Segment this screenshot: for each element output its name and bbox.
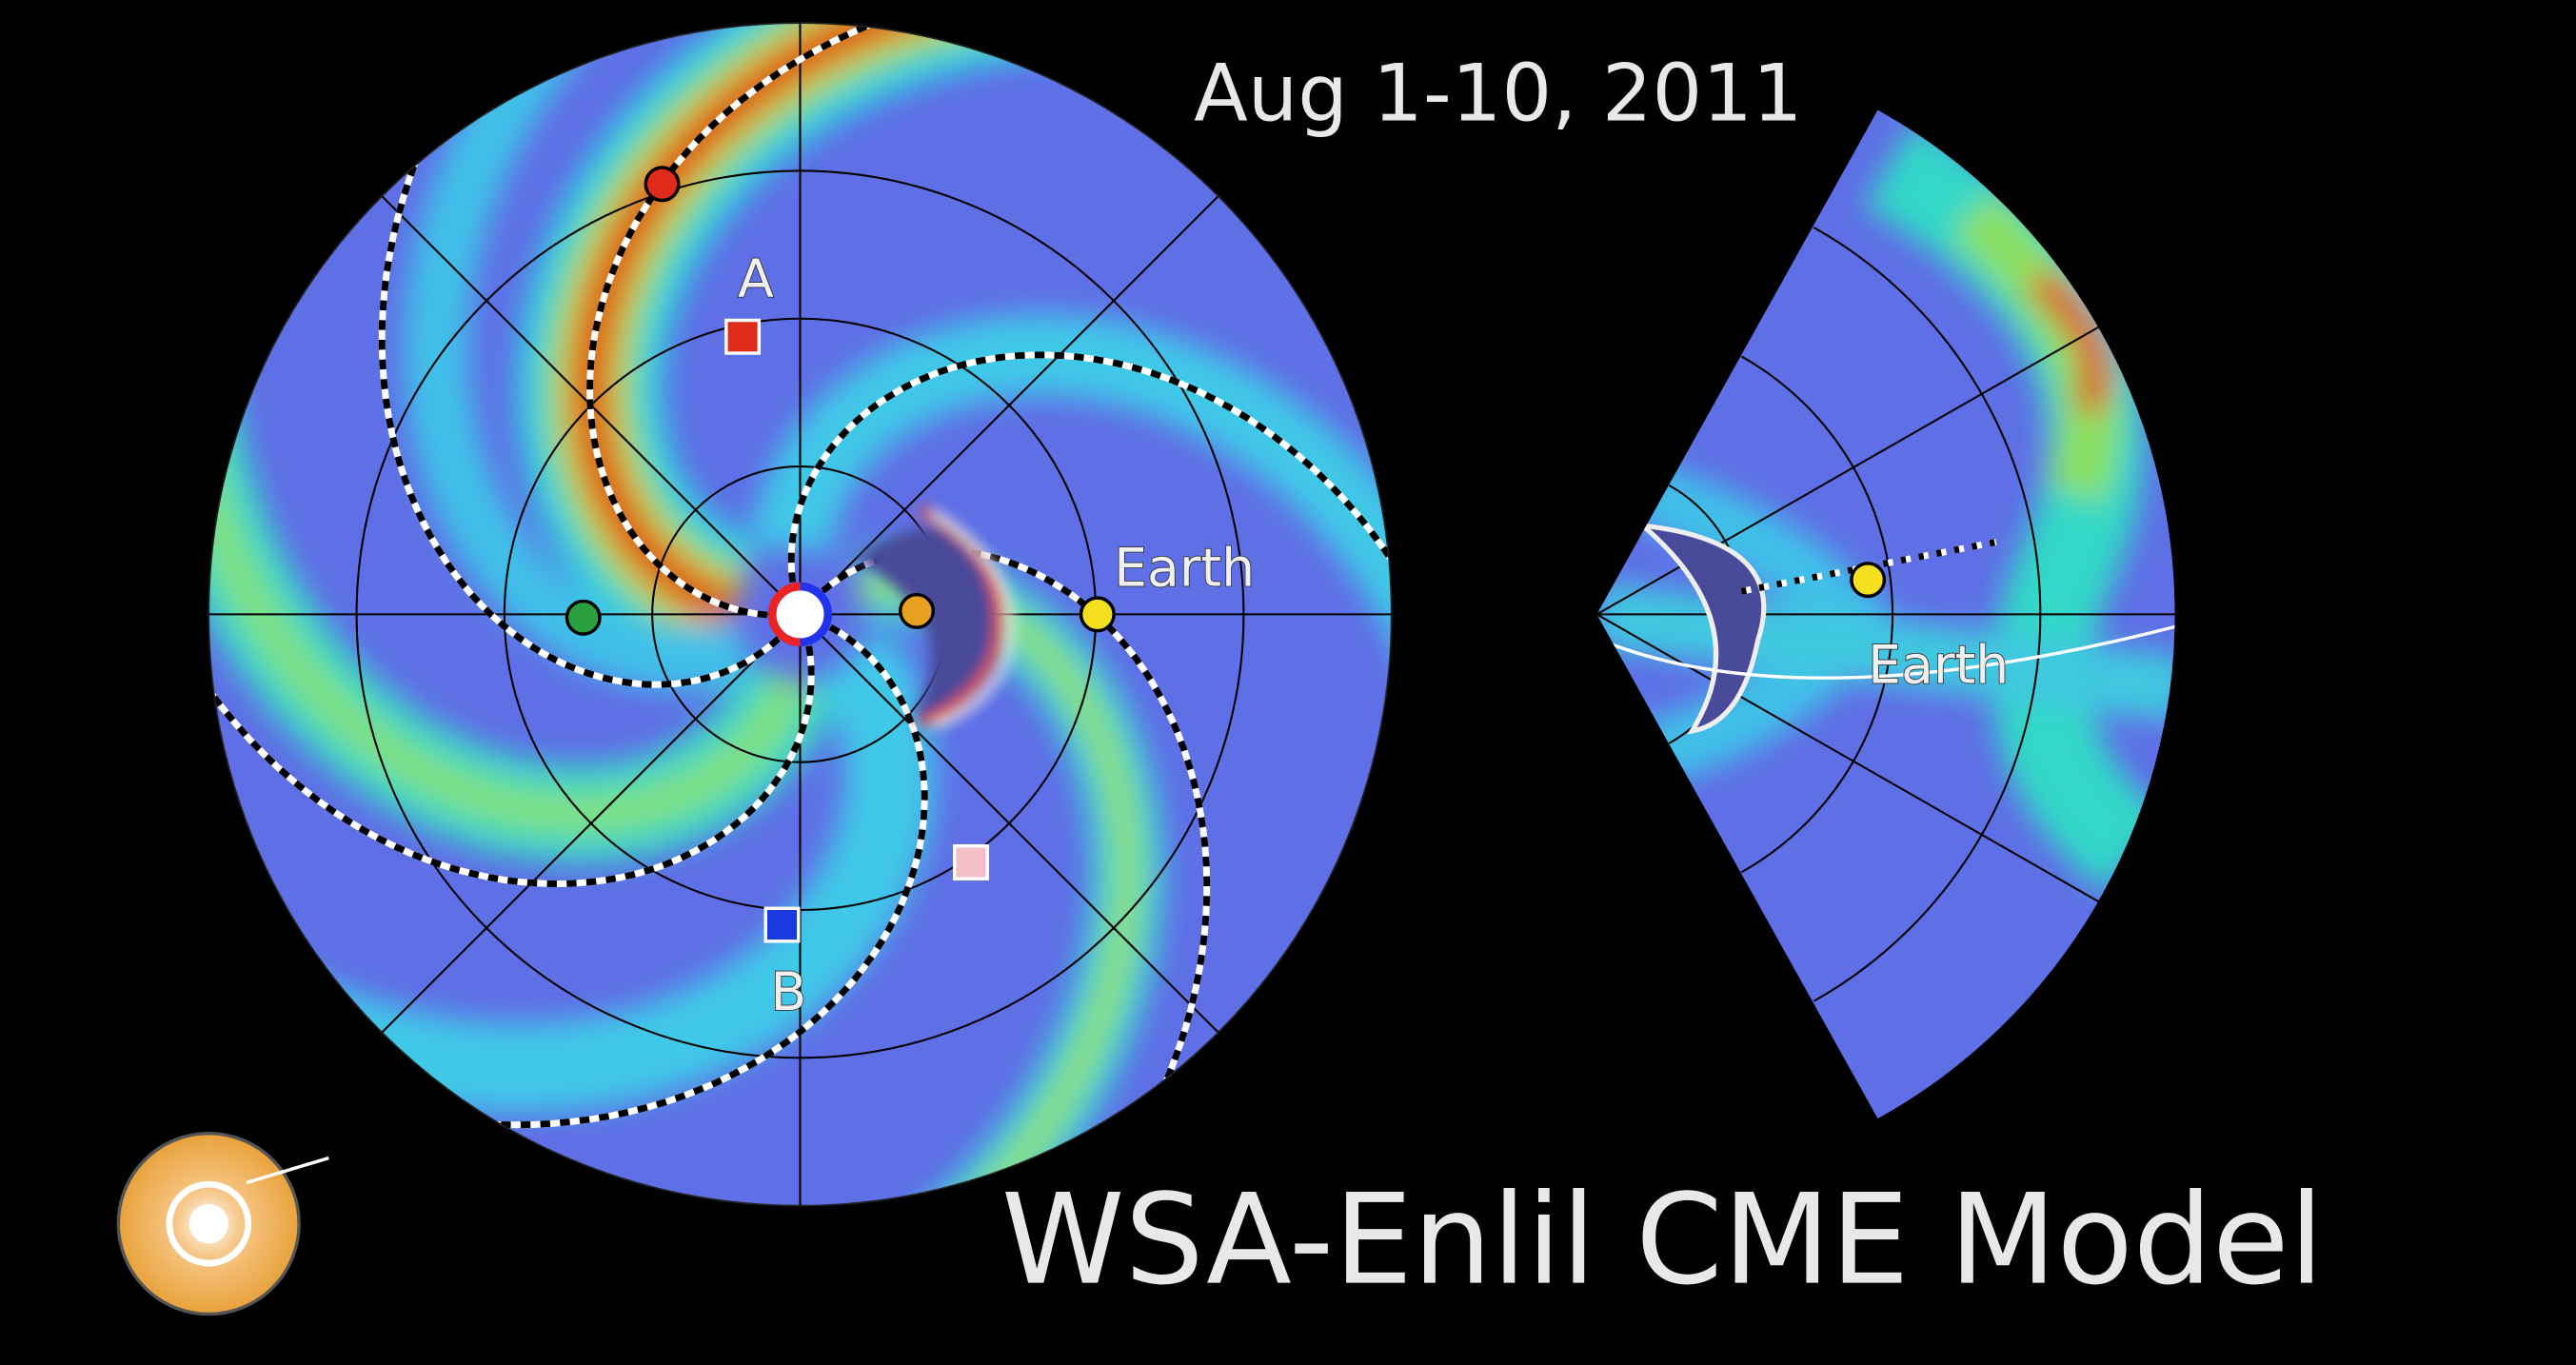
stereo-a-marker xyxy=(724,318,762,355)
disk-edge xyxy=(208,22,1393,1207)
field-line xyxy=(1600,623,2175,680)
field-line xyxy=(586,23,1061,619)
sun-edge xyxy=(767,582,801,647)
label-a: A xyxy=(738,249,774,310)
earth-marker xyxy=(1850,562,1887,599)
wind-band xyxy=(208,629,936,1114)
logo xyxy=(116,1131,329,1316)
field-line xyxy=(208,519,815,887)
label-b: B xyxy=(770,962,806,1023)
caption: WSA-Enlil CME Model xyxy=(1001,1167,2324,1313)
logo-center xyxy=(188,1203,228,1244)
grid-line xyxy=(1596,613,2168,942)
logo-ring xyxy=(166,1180,252,1267)
field-line xyxy=(378,23,781,688)
planet-marker xyxy=(565,599,602,636)
field-line xyxy=(304,623,928,1129)
spacecraft-marker xyxy=(952,843,989,880)
label-earth: Earth xyxy=(1868,635,2009,696)
cme-shell xyxy=(931,509,1015,730)
cme-front xyxy=(1635,522,1767,735)
logo-comet xyxy=(246,1156,329,1185)
markers xyxy=(565,166,1116,943)
date-range: Aug 1-10, 2011 xyxy=(1194,47,1803,139)
wind-band xyxy=(403,23,755,692)
earth-marker xyxy=(1079,596,1116,633)
stereo-b-marker xyxy=(763,906,801,943)
wind-band xyxy=(208,316,811,835)
field-line xyxy=(787,351,1392,738)
planet-marker xyxy=(899,592,935,629)
label-earth: Earth xyxy=(1114,539,1255,600)
spacecraft-marker xyxy=(644,166,681,203)
